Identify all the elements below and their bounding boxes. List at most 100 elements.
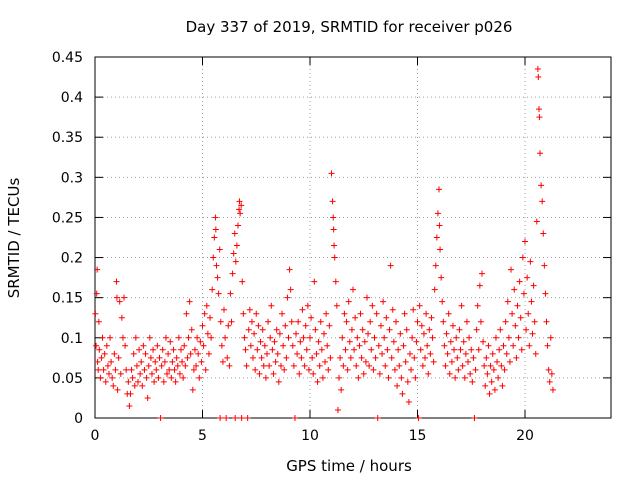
- data-point-plus: [352, 314, 359, 321]
- data-point-plus: [372, 354, 379, 361]
- data-point-plus: [515, 334, 522, 341]
- data-point-plus: [165, 350, 172, 357]
- data-point-plus: [125, 378, 132, 385]
- data-point-plus: [422, 354, 429, 361]
- data-point-plus: [230, 250, 237, 257]
- data-point-plus: [398, 374, 405, 381]
- data-point-plus: [375, 342, 382, 349]
- data-point-plus: [238, 202, 245, 209]
- data-point-plus: [463, 318, 470, 325]
- data-point-plus: [189, 386, 196, 393]
- data-point-plus: [255, 322, 262, 329]
- data-point-plus: [530, 282, 537, 289]
- data-point-plus: [236, 198, 243, 205]
- data-point-plus: [208, 334, 215, 341]
- data-point-plus: [250, 354, 257, 361]
- data-point-plus: [101, 350, 108, 357]
- data-point-plus: [136, 346, 143, 353]
- data-point-plus: [138, 358, 145, 365]
- data-point-plus: [477, 318, 484, 325]
- data-point-plus: [271, 338, 278, 345]
- data-point-plus: [427, 350, 434, 357]
- data-point-plus: [381, 334, 388, 341]
- data-point-plus: [409, 334, 416, 341]
- data-point-plus: [498, 362, 505, 369]
- data-point-plus: [102, 378, 109, 385]
- data-point-plus: [485, 342, 492, 349]
- data-point-plus: [442, 362, 449, 369]
- data-point-plus: [448, 358, 455, 365]
- data-point-plus: [234, 222, 241, 229]
- data-point-plus: [416, 302, 423, 309]
- data-point-plus: [491, 386, 498, 393]
- data-point-plus: [460, 338, 467, 345]
- data-point-plus: [248, 318, 255, 325]
- data-point-plus: [439, 298, 446, 305]
- data-point-plus: [286, 266, 293, 273]
- data-point-plus: [387, 262, 394, 269]
- y-tick-label: 0.1: [61, 331, 83, 347]
- data-point-plus: [277, 362, 284, 369]
- data-point-plus: [520, 290, 527, 297]
- data-point-plus: [219, 358, 226, 365]
- data-point-plus: [207, 314, 214, 321]
- data-point-plus: [295, 318, 302, 325]
- data-point-plus: [191, 346, 198, 353]
- data-point-plus: [389, 306, 396, 313]
- data-point-plus: [503, 350, 510, 357]
- data-point-plus: [470, 354, 477, 361]
- data-point-plus: [393, 318, 399, 325]
- data-point-plus: [512, 322, 519, 329]
- data-point-plus: [231, 230, 238, 237]
- data-point-plus: [283, 354, 290, 361]
- data-point-plus: [269, 346, 276, 353]
- data-point-plus: [486, 390, 493, 397]
- data-point-plus: [344, 366, 351, 373]
- data-point-plus: [237, 210, 244, 217]
- data-point-plus: [402, 358, 409, 365]
- data-point-plus: [276, 330, 283, 337]
- data-point-plus: [137, 370, 144, 377]
- data-point-plus: [371, 334, 378, 341]
- data-point-plus: [536, 114, 543, 121]
- data-point-plus: [169, 358, 176, 365]
- data-point-plus: [434, 210, 441, 217]
- data-point-plus: [238, 415, 245, 421]
- data-point-plus: [131, 382, 138, 389]
- data-point-plus: [456, 326, 463, 333]
- data-point-plus: [310, 370, 317, 377]
- data-point-plus: [224, 354, 231, 361]
- data-point-plus: [244, 415, 251, 421]
- data-point-plus: [167, 338, 174, 345]
- data-points: [92, 66, 556, 421]
- data-point-plus: [420, 330, 427, 337]
- data-point-plus: [293, 330, 300, 337]
- data-point-plus: [501, 366, 508, 373]
- data-point-plus: [447, 338, 454, 345]
- data-point-plus: [296, 370, 303, 377]
- data-point-plus: [342, 346, 349, 353]
- data-point-plus: [429, 334, 436, 341]
- data-point-plus: [417, 346, 424, 353]
- data-point-plus: [500, 342, 507, 349]
- data-point-plus: [309, 354, 316, 361]
- data-point-plus: [159, 346, 166, 353]
- data-point-plus: [132, 334, 139, 341]
- data-point-plus: [496, 346, 503, 353]
- data-point-plus: [373, 310, 380, 317]
- data-point-plus: [317, 318, 324, 325]
- data-point-plus: [471, 415, 478, 421]
- data-point-plus: [386, 326, 393, 333]
- data-point-plus: [388, 354, 395, 361]
- data-point-plus: [184, 354, 191, 361]
- data-point-plus: [425, 370, 432, 377]
- data-point-plus: [251, 330, 258, 337]
- data-point-plus: [316, 362, 323, 369]
- data-point-plus: [436, 186, 442, 193]
- data-point-plus: [110, 382, 117, 389]
- data-point-plus: [270, 370, 277, 377]
- data-point-plus: [226, 362, 233, 369]
- data-point-plus: [443, 330, 450, 337]
- data-point-plus: [528, 298, 535, 305]
